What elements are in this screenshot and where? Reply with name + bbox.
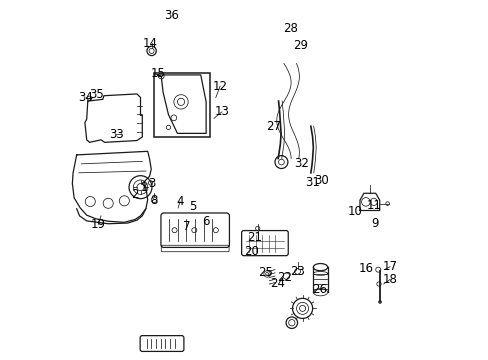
Bar — [154, 73, 209, 137]
Text: 34: 34 — [79, 91, 93, 104]
Text: 24: 24 — [269, 278, 284, 291]
Text: 9: 9 — [371, 217, 378, 230]
Text: 26: 26 — [312, 283, 326, 296]
Text: 5: 5 — [188, 201, 196, 213]
Text: 12: 12 — [212, 80, 227, 93]
Text: 25: 25 — [258, 266, 273, 279]
Text: 1: 1 — [140, 181, 147, 194]
Text: 35: 35 — [89, 88, 103, 101]
Text: 6: 6 — [202, 215, 209, 228]
Text: 20: 20 — [244, 245, 259, 258]
Text: 29: 29 — [292, 39, 307, 52]
Text: 8: 8 — [150, 194, 157, 207]
Text: 33: 33 — [108, 127, 123, 141]
Text: 21: 21 — [246, 231, 261, 244]
Text: 28: 28 — [283, 22, 297, 35]
Text: 15: 15 — [150, 67, 165, 80]
Text: 19: 19 — [90, 218, 105, 231]
Text: 14: 14 — [142, 36, 157, 50]
Text: 22: 22 — [277, 271, 292, 284]
Text: 17: 17 — [382, 260, 397, 273]
Text: 4: 4 — [176, 195, 183, 208]
Text: 7: 7 — [183, 220, 190, 233]
Text: 27: 27 — [265, 121, 280, 134]
Text: 11: 11 — [366, 199, 381, 212]
Text: 32: 32 — [293, 157, 308, 170]
Text: 36: 36 — [164, 9, 179, 22]
Text: 13: 13 — [214, 105, 229, 118]
Text: 16: 16 — [358, 262, 372, 275]
Text: 31: 31 — [305, 176, 320, 189]
Text: 10: 10 — [347, 205, 362, 218]
Text: 3: 3 — [148, 177, 156, 190]
Text: 2: 2 — [130, 188, 138, 201]
Text: 23: 23 — [289, 265, 305, 278]
Text: 30: 30 — [313, 174, 328, 186]
Text: 18: 18 — [382, 273, 396, 286]
